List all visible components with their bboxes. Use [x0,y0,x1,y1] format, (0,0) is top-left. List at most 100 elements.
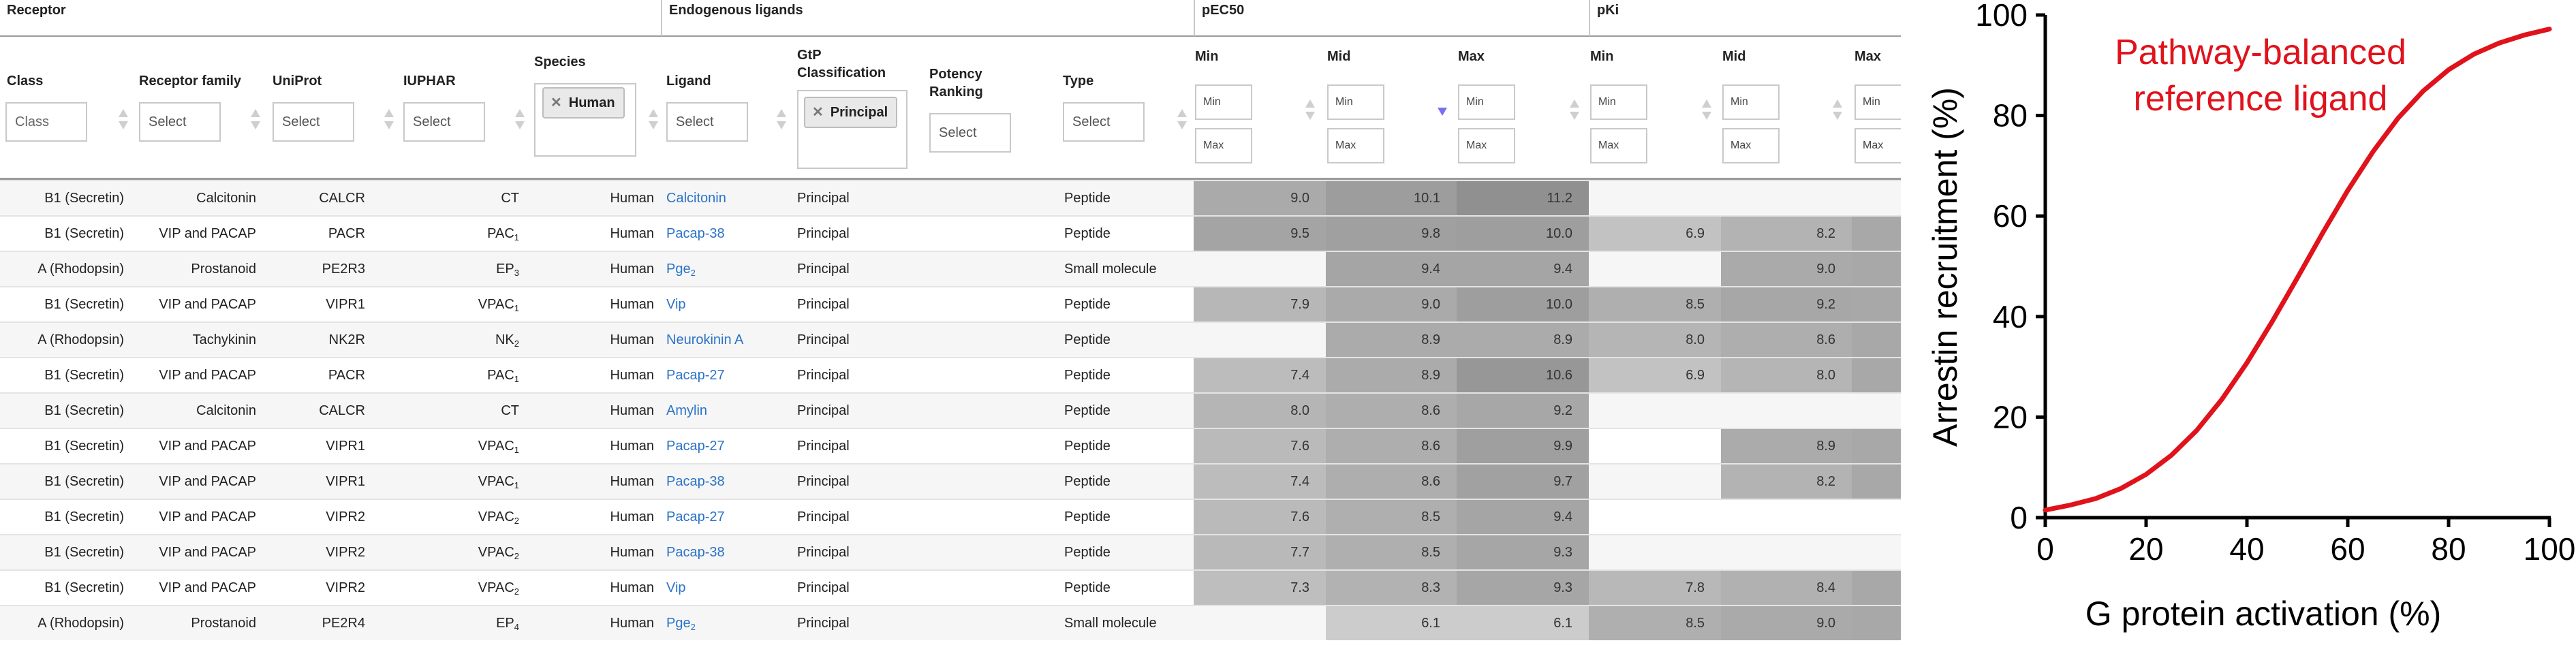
pec50-mid-from-input[interactable]: Min [1327,84,1384,120]
pec50-max-to-input[interactable]: Max [1458,128,1515,163]
cell-species-text: Human [610,616,654,631]
cell-ligand-link[interactable]: Amylin [666,394,782,428]
species-filter-tag[interactable]: ✕ Human [542,87,625,119]
table-row[interactable]: B1 (Secretin) VIP and PACAP VIPR2 VPAC2 Huma… [0,569,1901,605]
table-row[interactable]: B1 (Secretin) VIP and PACAP VIPR1 VPAC1 Huma… [0,463,1901,499]
pec50-max-from-input[interactable]: Min [1458,84,1515,120]
cell-pec50-max: 11.2 [1457,181,1589,215]
pki-min-from-input[interactable]: Min [1590,84,1647,120]
cell-ligand-link-text[interactable]: Pacap-27 [666,368,725,383]
pki-mid-from-input[interactable]: Min [1722,84,1780,120]
table-row[interactable]: B1 (Secretin) VIP and PACAP VIPR1 VPAC1 Huma… [0,286,1901,321]
table-row[interactable]: B1 (Secretin) VIP and PACAP VIPR2 VPAC2 Huma… [0,534,1901,569]
cell-ligand-link-text[interactable]: Pacap-27 [666,509,725,524]
cell-ligand-link-text[interactable]: Vip [666,297,686,312]
cell-ligand-link-text[interactable]: Neurokinin A [666,332,744,347]
cell-pki-mid: 8.0 [1721,358,1852,392]
cell-ligand-link-text[interactable]: Amylin [666,403,708,418]
gtp-filter-tag[interactable]: ✕ Principal [804,97,898,128]
cell-ligand-link[interactable]: Neurokinin A [666,323,782,357]
col-uniprot-label: UniProt [273,74,322,89]
col-iuphar-label: IUPHAR [403,74,456,89]
cell-uniprot-text: CALCR [319,191,365,206]
pki-min-sort-icon[interactable] [1702,99,1711,123]
y-tick-label: 80 [1993,98,2028,133]
table-row[interactable]: B1 (Secretin) Calcitonin CALCR CT Human Calci… [0,180,1901,215]
cell-type: Peptide [1064,429,1187,463]
cell-ligand-link-text[interactable]: Pacap-27 [666,439,725,454]
cell-pec50-max: 9.4 [1457,500,1589,534]
pki-mid-to-input[interactable]: Max [1722,128,1780,163]
ligand-sort-icon[interactable] [777,109,786,132]
pki-max-from-input[interactable]: Min [1855,84,1901,120]
cell-ligand-link-text[interactable]: Calcitonin [666,191,726,206]
cell-ligand-link[interactable]: Pacap-38 [666,465,782,499]
remove-tag-icon[interactable]: ✕ [812,105,824,120]
cell-family-text: VIP and PACAP [159,580,256,595]
uniprot-sort-icon[interactable] [384,109,394,132]
cell-ligand-link[interactable]: Pacap-38 [666,535,782,569]
pki-min-to-input[interactable]: Max [1590,128,1647,163]
pki-max-to-input[interactable]: Max [1855,128,1901,163]
pec50-min-to-input[interactable]: Max [1195,128,1252,163]
uniprot-filter-select[interactable]: Select [273,102,354,142]
chart-annotation: Pathway-balanced [2115,33,2406,72]
cell-ligand-link[interactable]: Pacap-27 [666,358,782,392]
table-row[interactable]: B1 (Secretin) VIP and PACAP VIPR1 VPAC1 Huma… [0,428,1901,463]
cell-type-text: Peptide [1064,191,1111,206]
table-row[interactable]: B1 (Secretin) VIP and PACAP PACR PAC1 Human P… [0,215,1901,251]
pec50-max-sort-icon[interactable] [1570,99,1579,123]
class-sort-icon[interactable] [119,109,128,132]
table-row[interactable]: B1 (Secretin) Calcitonin CALCR CT Human Amyli… [0,392,1901,428]
cell-ligand-link[interactable]: Calcitonin [666,181,782,215]
cell-type-text: Peptide [1064,509,1111,524]
cell-pec50-max: 9.9 [1457,429,1589,463]
table-row[interactable]: A (Rhodopsin) Prostanoid PE2R4 EP4 Human Pge2… [0,605,1901,640]
cell-ligand-link[interactable]: Pacap-38 [666,217,782,251]
pec50-min-sort-icon[interactable] [1305,99,1315,123]
cell-ligand-link[interactable]: Pacap-27 [666,500,782,534]
x-tick-label: 80 [2431,531,2466,567]
cell-family: Calcitonin [136,394,256,428]
cell-ligand-link[interactable]: Pacap-27 [666,429,782,463]
cell-pki-mid [1721,500,1852,534]
cell-pki-min [1589,500,1721,534]
cell-ligand-link-text[interactable]: Vip [666,580,686,595]
cell-ligand-link-text[interactable]: Pacap-38 [666,545,725,560]
class-filter-input[interactable]: Class [5,102,87,142]
cell-ligand-link-text[interactable]: Pge [666,262,691,277]
pec50-mid-sort-desc-icon[interactable] [1438,95,1447,119]
cell-uniprot: VIPR1 [267,465,365,499]
cell-uniprot-text: VIPR2 [326,580,365,595]
cell-ligand-link[interactable]: Pge2 [666,252,782,286]
cell-iuphar: EP3 [398,252,519,286]
cell-ligand-link-text[interactable]: Pge [666,616,691,631]
remove-tag-icon[interactable]: ✕ [550,95,562,110]
pec50-min-from-input[interactable]: Min [1195,84,1252,120]
cell-uniprot: PE2R4 [267,606,365,640]
family-filter-select[interactable]: Select [139,102,221,142]
table-row[interactable]: B1 (Secretin) VIP and PACAP PACR PAC1 Human P… [0,357,1901,392]
cell-ligand-link-text[interactable]: Pacap-38 [666,474,725,489]
pki-mid-sort-icon[interactable] [1833,99,1842,123]
type-sort-icon[interactable] [1177,109,1187,132]
cell-ligand-link[interactable]: Pge2 [666,606,782,640]
table-row[interactable]: A (Rhodopsin) Tachykinin NK2R NK2 Human Neuro… [0,321,1901,357]
type-filter-select[interactable]: Select [1063,102,1145,142]
species-sort-icon[interactable] [649,109,658,132]
ligand-subscript[interactable]: 2 [690,268,696,278]
ligand-subscript[interactable]: 2 [690,622,696,632]
potency-filter-select[interactable]: Select [929,113,1011,153]
cell-family: Tachykinin [136,323,256,357]
cell-pki-min: 8.0 [1589,323,1721,357]
table-row[interactable]: A (Rhodopsin) Prostanoid PE2R3 EP3 Human Pge2… [0,251,1901,286]
iuphar-filter-select[interactable]: Select [403,102,485,142]
cell-ligand-link[interactable]: Vip [666,571,782,605]
family-sort-icon[interactable] [251,109,260,132]
table-row[interactable]: B1 (Secretin) VIP and PACAP VIPR2 VPAC2 Huma… [0,499,1901,534]
pec50-mid-to-input[interactable]: Max [1327,128,1384,163]
ligand-filter-select[interactable]: Select [666,102,748,142]
cell-ligand-link[interactable]: Vip [666,287,782,321]
iuphar-sort-icon[interactable] [515,109,525,132]
cell-ligand-link-text[interactable]: Pacap-38 [666,226,725,241]
